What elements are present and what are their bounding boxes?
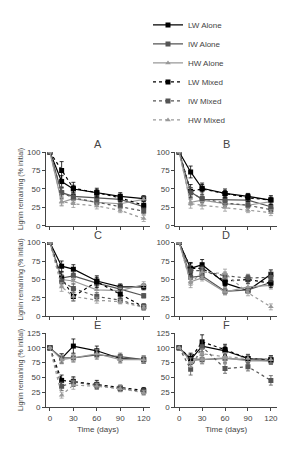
svg-text:30: 30 xyxy=(69,414,78,423)
svg-text:Lignin remaining (% initial): Lignin remaining (% initial) xyxy=(17,148,25,230)
svg-text:0: 0 xyxy=(48,414,53,423)
svg-text:125: 125 xyxy=(27,329,41,338)
svg-text:A: A xyxy=(94,138,102,150)
svg-text:30: 30 xyxy=(198,414,207,423)
svg-text:0: 0 xyxy=(36,312,41,321)
svg-text:100: 100 xyxy=(27,344,41,353)
svg-text:0: 0 xyxy=(165,312,170,321)
svg-text:0: 0 xyxy=(165,222,170,231)
svg-text:75: 75 xyxy=(161,257,170,266)
svg-text:0: 0 xyxy=(177,414,182,423)
svg-text:25: 25 xyxy=(31,388,40,397)
svg-text:100: 100 xyxy=(27,148,41,157)
svg-text:Time (days): Time (days) xyxy=(77,425,119,434)
svg-text:LW Alone: LW Alone xyxy=(188,21,222,30)
svg-text:25: 25 xyxy=(161,294,170,303)
svg-text:60: 60 xyxy=(221,414,230,423)
svg-text:75: 75 xyxy=(31,257,40,266)
svg-text:C: C xyxy=(94,229,102,241)
svg-text:125: 125 xyxy=(156,329,170,338)
svg-text:25: 25 xyxy=(31,294,40,303)
svg-text:50: 50 xyxy=(161,275,170,284)
svg-text:120: 120 xyxy=(137,414,151,423)
svg-text:90: 90 xyxy=(116,414,125,423)
svg-text:75: 75 xyxy=(161,358,170,367)
svg-text:90: 90 xyxy=(244,414,253,423)
svg-text:50: 50 xyxy=(31,185,40,194)
svg-text:LW Mixed: LW Mixed xyxy=(188,78,223,87)
svg-text:50: 50 xyxy=(161,185,170,194)
svg-text:0: 0 xyxy=(165,403,170,412)
svg-text:Lignin remaining (% initial): Lignin remaining (% initial) xyxy=(17,329,25,411)
svg-text:0: 0 xyxy=(36,403,41,412)
svg-text:75: 75 xyxy=(31,358,40,367)
svg-text:75: 75 xyxy=(31,166,40,175)
svg-text:50: 50 xyxy=(31,373,40,382)
svg-text:0: 0 xyxy=(36,222,41,231)
svg-text:100: 100 xyxy=(156,344,170,353)
svg-text:IW Mixed: IW Mixed xyxy=(188,97,221,106)
svg-text:HW Alone: HW Alone xyxy=(188,59,224,68)
svg-text:100: 100 xyxy=(27,238,41,247)
svg-text:HW Mixed: HW Mixed xyxy=(188,116,225,125)
svg-text:E: E xyxy=(94,319,101,331)
svg-text:25: 25 xyxy=(161,203,170,212)
svg-text:50: 50 xyxy=(161,373,170,382)
svg-text:75: 75 xyxy=(161,166,170,175)
svg-text:120: 120 xyxy=(264,414,278,423)
svg-text:25: 25 xyxy=(161,388,170,397)
svg-text:100: 100 xyxy=(156,148,170,157)
svg-text:100: 100 xyxy=(156,238,170,247)
svg-text:50: 50 xyxy=(31,275,40,284)
svg-text:Lignin remaining (% initial): Lignin remaining (% initial) xyxy=(17,238,25,320)
svg-text:IW Alone: IW Alone xyxy=(188,40,221,49)
svg-text:25: 25 xyxy=(31,203,40,212)
svg-text:F: F xyxy=(223,319,230,331)
svg-text:60: 60 xyxy=(92,414,101,423)
svg-text:Time (days): Time (days) xyxy=(205,425,247,434)
svg-text:B: B xyxy=(223,138,230,150)
svg-text:D: D xyxy=(222,229,230,241)
